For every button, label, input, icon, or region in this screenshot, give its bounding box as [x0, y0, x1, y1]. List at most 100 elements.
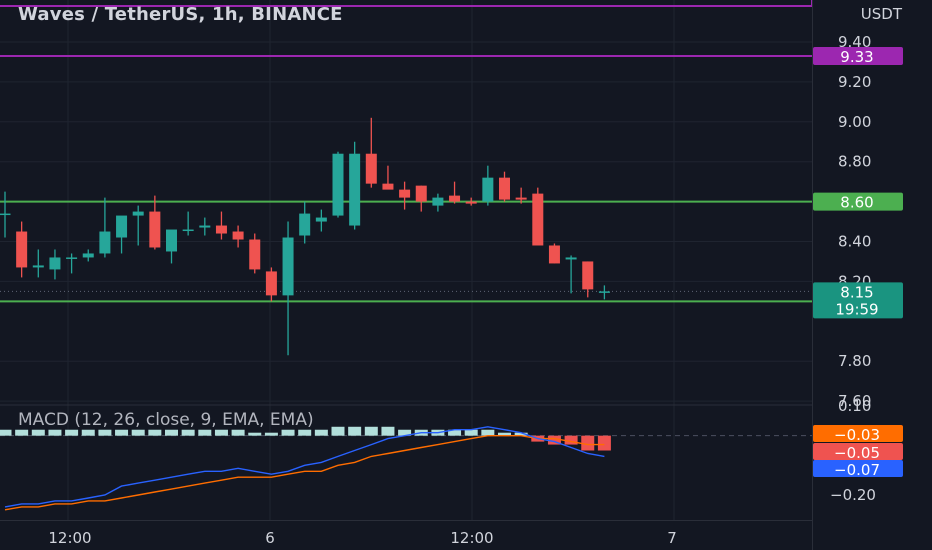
macd-histogram-bar — [65, 429, 79, 436]
candle — [232, 225, 244, 248]
candle-body — [49, 257, 61, 270]
macd-histogram-bar — [298, 429, 312, 436]
last-price-badge-text: 19:59 — [835, 300, 878, 318]
macd-histogram-bar — [198, 429, 212, 436]
candle-body — [265, 271, 277, 296]
candle — [532, 187, 544, 246]
candle — [399, 181, 411, 210]
candles — [0, 117, 610, 356]
macd-histogram-bar — [165, 429, 178, 436]
candle — [582, 261, 594, 298]
candle-body — [349, 153, 361, 226]
candle-body — [199, 225, 211, 228]
candle — [415, 185, 427, 212]
candle — [299, 201, 311, 244]
candle — [49, 249, 61, 280]
candle-body — [66, 257, 78, 259]
candle-body — [482, 177, 494, 202]
macd-histogram-bar — [564, 435, 578, 445]
candle — [365, 117, 377, 188]
macd-histogram-bar — [448, 429, 462, 436]
candle-body — [449, 195, 461, 202]
macd-histogram-bar — [514, 432, 528, 436]
macd-histogram-bar — [581, 435, 595, 451]
macd-histogram-bar — [248, 432, 262, 436]
macd-value-badge: −0.05 — [813, 443, 903, 462]
candle-body — [166, 229, 177, 252]
candle-body — [249, 239, 261, 270]
macd-value-badge-text: −0.05 — [834, 444, 880, 462]
price-badge-8-60: 8.60 — [813, 192, 903, 212]
candle-body — [465, 201, 477, 204]
candle — [315, 209, 327, 232]
price-tick-label: 7.80 — [838, 352, 871, 370]
macd-value-badge: −0.03 — [813, 425, 903, 444]
price-badge-8-60-text: 8.60 — [840, 194, 873, 212]
time-tick-label: 12:00 — [450, 529, 493, 547]
last-price-badge-bg — [813, 282, 903, 319]
macd-histogram-bar — [15, 429, 29, 436]
candle — [32, 249, 44, 278]
candle — [116, 215, 128, 254]
candle — [99, 197, 111, 258]
candle-body — [16, 231, 28, 268]
candle — [182, 211, 194, 236]
price-tick-label: 8.80 — [838, 153, 871, 171]
candle — [449, 181, 461, 204]
macd-histogram-bar — [281, 429, 295, 436]
candle-body — [432, 197, 444, 206]
candle — [0, 191, 11, 238]
macd-histogram-bar — [131, 429, 145, 436]
macd-value-badge-text: −0.03 — [834, 426, 880, 444]
macd-signal-line — [4, 435, 605, 511]
macd-histogram-bar — [231, 429, 245, 436]
candle-body — [0, 213, 11, 216]
macd-histogram-bar — [148, 429, 162, 436]
macd-tick-label: 0.10 — [838, 397, 871, 415]
candle — [16, 221, 28, 278]
price-tick-label: 9.00 — [838, 113, 871, 131]
candle — [249, 233, 261, 274]
price-tick-label: 8.40 — [838, 233, 871, 251]
candle-body — [149, 211, 161, 248]
time-tick-label: 7 — [667, 529, 677, 547]
chart-title: Waves / TetherUS, 1h, BINANCE — [18, 4, 343, 25]
price-badge-9-33-text: 9.33 — [840, 48, 873, 66]
price-tick-label: 9.20 — [838, 73, 871, 91]
price-badge-9-33-bg — [813, 46, 903, 65]
candle-body — [116, 215, 128, 238]
macd-histogram-bar — [464, 429, 478, 436]
candle-body — [99, 231, 111, 254]
candle-body — [499, 177, 510, 200]
candle-body — [232, 231, 244, 240]
price-badge-9-33: 9.33 — [813, 46, 903, 66]
macd-value-badge-bg — [813, 460, 903, 477]
macd-histogram-bar — [348, 426, 362, 436]
candle — [282, 221, 294, 356]
candle — [82, 249, 94, 262]
candle-body — [399, 189, 411, 198]
candle-body — [32, 265, 44, 268]
time-tick-label: 6 — [265, 529, 275, 547]
macd-histogram-bar — [381, 426, 395, 436]
axis-unit: USDT — [860, 5, 902, 23]
price-tick-label: 7.60 — [838, 392, 871, 410]
macd-tick-label: −0.20 — [830, 486, 876, 504]
candle — [349, 141, 361, 230]
candle-body — [365, 153, 377, 184]
candle — [432, 193, 444, 212]
macd-histogram-bar — [31, 429, 45, 436]
macd-histogram-bar — [498, 432, 511, 436]
candle — [149, 195, 161, 250]
candle — [265, 267, 277, 302]
candle-body — [598, 291, 610, 293]
price-tick-label: 9.40 — [838, 33, 871, 51]
candle-body — [565, 257, 577, 260]
candle-body — [315, 217, 327, 222]
candle — [132, 205, 144, 246]
candle — [499, 171, 510, 202]
macd-value-badge-text: −0.07 — [834, 461, 880, 479]
candle-body — [299, 213, 311, 236]
